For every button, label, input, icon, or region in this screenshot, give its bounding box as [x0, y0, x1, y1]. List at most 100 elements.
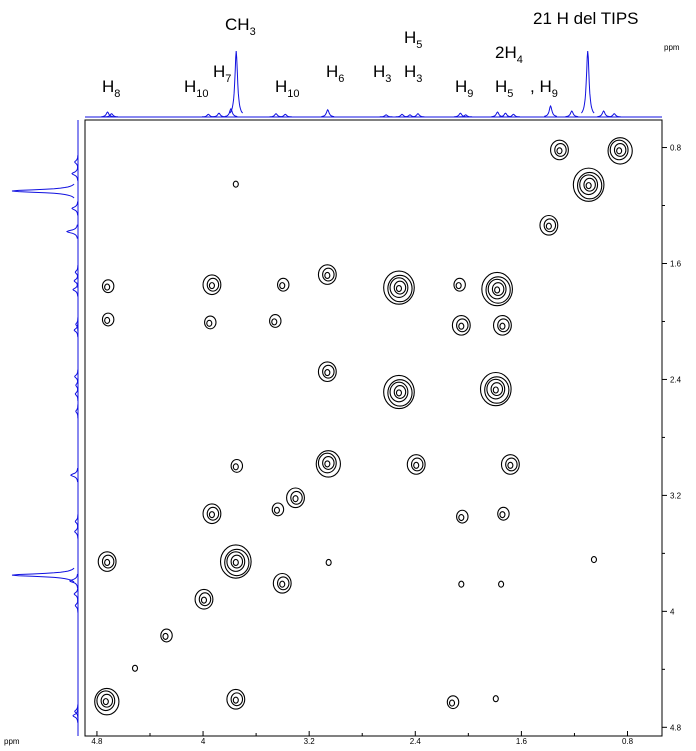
contour	[290, 490, 303, 505]
peak-label-text: 21 H del TIPS	[533, 9, 639, 28]
contour	[131, 664, 139, 672]
top-trace-peak	[411, 113, 425, 118]
top-trace-peak	[544, 104, 558, 117]
contour	[616, 147, 623, 155]
peak-label: , H9	[530, 77, 558, 100]
contour	[583, 177, 596, 192]
top-trace-peak	[278, 113, 292, 118]
contour	[492, 386, 499, 394]
top-trace-peak	[580, 50, 595, 114]
contour	[230, 554, 244, 569]
contour	[286, 487, 305, 509]
peak-label-text: H	[102, 77, 114, 96]
contour	[230, 458, 244, 473]
contour	[101, 554, 115, 569]
contour	[324, 460, 331, 468]
contour	[162, 632, 169, 640]
peak-label: H3	[404, 62, 422, 85]
contour	[383, 374, 415, 410]
peak-label-text: H	[275, 77, 287, 96]
x-tick-label: 0.8	[622, 737, 634, 746]
contour	[395, 389, 403, 397]
y-tick-label: 4.8	[670, 723, 682, 732]
peak-label: 2H4	[495, 43, 523, 66]
peak-label-text: H	[455, 77, 467, 96]
contour	[492, 314, 512, 336]
contour	[497, 318, 510, 333]
contour	[456, 318, 469, 333]
left-trace-peak	[75, 317, 79, 332]
left-trace-peak	[71, 201, 79, 216]
contour	[200, 596, 208, 604]
top-trace-peak	[507, 113, 520, 118]
left-trace-peak	[73, 323, 79, 338]
contour	[317, 452, 337, 474]
contour	[554, 142, 567, 157]
peak-label-text: H	[184, 77, 196, 96]
peak-label-sub: 6	[338, 73, 344, 85]
contour	[325, 558, 332, 567]
top-trace-peak	[105, 113, 118, 118]
contour	[545, 222, 552, 230]
contour	[224, 548, 250, 577]
contour	[315, 450, 341, 478]
contour	[279, 580, 286, 588]
contour	[507, 461, 514, 469]
contour	[96, 690, 116, 712]
left-trace-peak	[74, 265, 79, 280]
left-trace-peak	[11, 183, 75, 199]
contour	[395, 284, 403, 293]
top-projection	[101, 50, 621, 118]
contour	[456, 509, 469, 524]
top-trace-peak	[321, 108, 335, 118]
contour	[490, 382, 504, 397]
peak-label-sub: 10	[287, 88, 299, 100]
left-trace-peak	[74, 514, 79, 529]
contour	[208, 282, 215, 290]
contour	[491, 282, 505, 297]
y-tick-label: 3.2	[670, 491, 682, 500]
y-tick-label: 2.4	[670, 375, 682, 384]
peak-label-sub: 8	[114, 88, 120, 100]
left-trace-peak	[74, 155, 79, 169]
peak-label: H9	[455, 77, 473, 100]
y-tick-label: 4	[670, 607, 675, 616]
peak-label-text: H	[404, 62, 416, 81]
top-trace-peak	[565, 110, 579, 118]
contour	[486, 378, 506, 400]
peak-label: CH3	[225, 15, 256, 38]
contour	[194, 588, 214, 610]
contour	[322, 364, 335, 379]
top-trace-peak	[597, 110, 610, 118]
contour	[232, 463, 239, 471]
peak-label-text: H	[373, 62, 385, 81]
contour	[101, 312, 115, 327]
contour	[226, 688, 246, 710]
peak-label-sub: 3	[416, 73, 422, 85]
contour	[458, 322, 465, 330]
contour	[317, 361, 337, 383]
top-trace-peak	[453, 112, 467, 118]
peak-label: H7	[213, 62, 231, 85]
contour	[499, 511, 506, 519]
contour	[609, 139, 629, 161]
top-trace-peak	[459, 114, 473, 118]
contour	[269, 314, 282, 328]
top-trace-peak	[212, 112, 226, 118]
peak-label: H10	[184, 77, 209, 100]
contour	[208, 511, 215, 519]
contour	[198, 592, 212, 607]
contour	[272, 572, 292, 594]
left-trace-peak	[65, 224, 78, 239]
contour	[271, 318, 278, 326]
left-trace-peak	[71, 166, 79, 181]
contour	[543, 218, 557, 233]
contour	[206, 319, 213, 327]
contour	[160, 628, 173, 643]
contour	[322, 267, 335, 282]
contour	[202, 503, 222, 525]
peak-label-sub: 5	[507, 88, 513, 100]
contour	[100, 693, 114, 708]
top-trace-peak	[379, 114, 393, 118]
contour	[613, 142, 627, 157]
